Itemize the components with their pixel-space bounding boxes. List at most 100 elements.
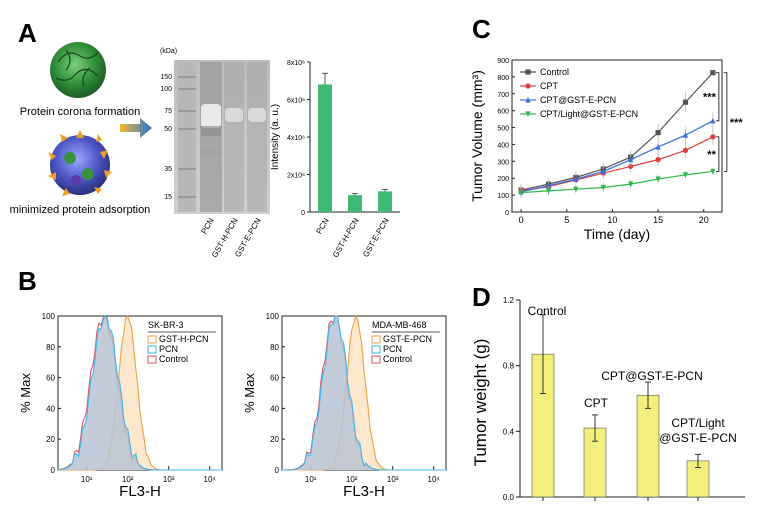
data-point [545,182,552,189]
y-tick-label: 80 [46,343,55,352]
plot-frame [511,59,723,213]
data-point [600,184,606,191]
data-point [682,132,689,138]
x-tick-label: 10² [122,475,134,484]
series-line [521,136,714,192]
gel-marker-label: 35 [164,166,172,173]
data-point [525,83,531,89]
x-tick-label: 10² [346,475,358,484]
gel-unit-label: (kDa) [160,48,177,55]
x-tick-label: PCN [314,216,330,235]
x-tick-label: 10⁴ [428,475,441,484]
data-point [628,181,634,188]
nanoparticle-illustration [48,130,112,196]
y-tick-label: 500 [497,126,509,133]
panel-letter-b: B [18,266,37,296]
gel-image [174,60,270,214]
x-tick-label: 10³ [387,475,399,484]
histogram-fill [58,316,222,470]
y-tick-label: 100 [266,312,280,321]
legend-label: Control [383,354,412,364]
gel-marker-label: 100 [160,86,172,93]
y-tick-label: 400 [497,142,509,149]
protein-corona-label: Protein corona formation [20,106,140,118]
y-tick-label: 40 [270,404,279,413]
data-point [525,96,531,103]
data-point [682,172,689,178]
histogram-fill [282,316,446,470]
panel-letter-a: A [18,18,37,48]
y-tick-label: 0 [301,210,305,217]
legend-label: PCN [383,344,402,354]
gel-lane-label: PCN [199,216,215,235]
x-tick-label: GST-H-PCN [331,216,361,259]
gel-marker-label: 150 [160,74,172,81]
x-tick-label: 20 [699,215,709,225]
legend-swatch [371,335,381,344]
y-tick-label: 100 [42,312,56,321]
data-point [682,147,689,153]
legend-swatch [371,345,381,354]
flow-histogram-sk-br-3: 0 20 40 60 80 100 10¹ 10² 10³ 10⁴ FL3-H % Max SK-BR-… [18,312,223,500]
legend-title: SK-BR-3 [148,320,184,330]
histogram-fill [282,316,446,470]
legend-swatch [147,335,157,344]
legend-label: GST-H-PCN [159,334,209,344]
y-axis-label: Tumor Volume (mm³) [469,70,485,202]
data-point [518,189,524,196]
x-tick-label: 10³ [163,475,175,484]
y-tick-label: 900 [497,58,509,65]
legend-label: GST-E-PCN [383,334,432,344]
y-tick-label: 40 [46,404,55,413]
histogram-line [57,315,222,471]
y-axis-label: Intensity (a. u.) [270,104,281,170]
bar-category-label: @GST-E-PCN [659,431,737,445]
y-tick-label: 6x10⁶ [287,98,305,105]
histogram-fill [58,316,222,470]
intensity-bar-chart: 0 2x10⁶ 4x10⁶ 6x10⁶ 8x10⁶ Intensity (a. u.) PC… [270,60,400,259]
data-point [655,157,661,163]
data-point [628,156,634,163]
legend-swatch [371,355,381,364]
legend-label: PCN [159,344,178,354]
bar [318,84,332,212]
arrow-icon [120,118,152,138]
tumor-weight-bar-chart: 0.0 0.4 0.8 1.2 Tumor weight (g) Control CPT CP… [471,296,745,502]
significance-label: *** [730,117,744,129]
y-tick-label: 100 [497,193,509,200]
x-tick-label: 15 [653,215,663,225]
x-tick-label: 10¹ [81,475,93,484]
bar [378,191,392,212]
data-point [655,176,661,183]
x-axis-label: FL3-H [343,483,385,500]
legend-label: CPT [540,81,559,91]
y-axis-label: Tumor weight (g) [471,339,490,467]
significance-label: *** [703,92,717,104]
y-tick-label: 0.8 [503,362,515,371]
y-tick-label: 80 [270,343,279,352]
minimized-adsorption-label: minimized protein adsorption [10,204,151,216]
data-point [573,175,579,182]
series-line [521,120,714,193]
tumor-volume-line-chart: 0 100 200 300 400 500 600 700 800 900 0 5 10 15 20 Time… [469,58,743,242]
y-tick-label: 60 [270,374,279,383]
data-point [710,117,716,124]
x-tick-label: 10¹ [305,475,317,484]
y-tick-label: 300 [497,159,509,166]
y-tick-label: 0 [505,210,509,217]
y-tick-label: 20 [270,435,279,444]
data-point [682,99,689,105]
y-tick-label: 0.4 [503,427,515,436]
data-point [525,111,531,118]
y-tick-label: 0 [275,466,280,475]
gel-marker-label: 50 [164,126,172,133]
legend-title: MDA-MB-468 [372,320,427,330]
legend-label: CPT@GST-E-PCN [540,95,616,105]
legend-label: CPT/Light@GST-E-PCN [540,109,638,119]
y-tick-label: 20 [46,435,55,444]
protein-globule-illustration [50,42,106,98]
x-tick-label: 10⁴ [204,475,217,484]
series-line [521,170,713,194]
bar-category-label: CPT/Light [671,416,725,430]
